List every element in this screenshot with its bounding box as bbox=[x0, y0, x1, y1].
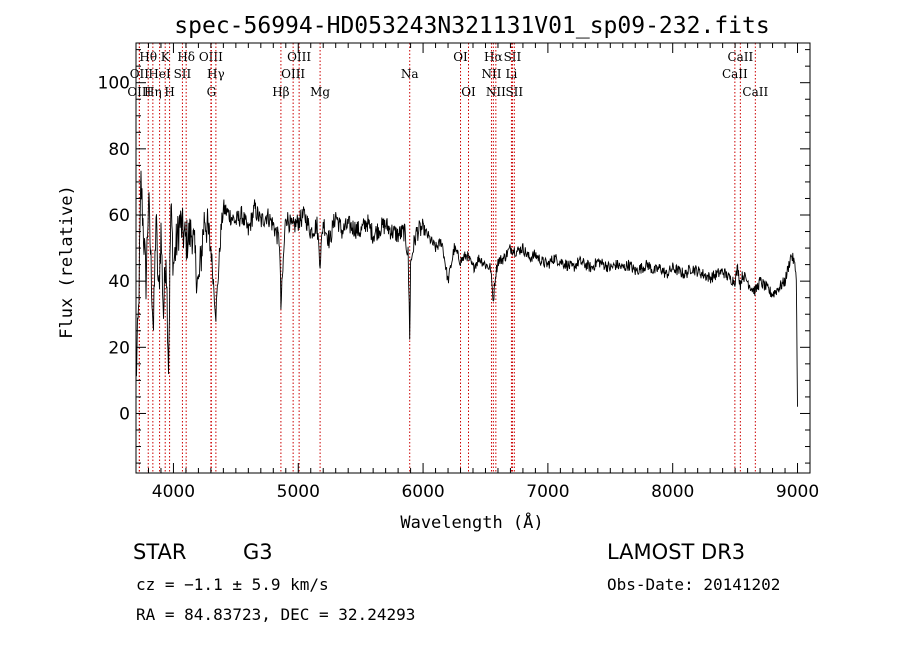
line-marker-label: SII bbox=[504, 50, 522, 64]
line-marker-label: H bbox=[164, 85, 174, 99]
y-tick-label: 40 bbox=[108, 272, 130, 292]
y-axis-label: Flux (relative) bbox=[57, 185, 77, 339]
line-marker-label: G bbox=[207, 85, 217, 99]
line-marker-label: CaII bbox=[722, 67, 748, 81]
x-tick-label: 5000 bbox=[277, 482, 320, 502]
line-marker-label: SII bbox=[174, 67, 192, 81]
line-marker-label: OIII bbox=[287, 50, 311, 64]
axis-ticks: 4000 5000 6000 7000 8000 9000 0 20 40 60 80 100 bbox=[98, 43, 819, 502]
y-tick-label: 0 bbox=[119, 404, 130, 424]
line-marker-label: OI bbox=[453, 50, 468, 64]
y-tick-label: 100 bbox=[98, 74, 130, 94]
x-axis-label: Wavelength (Å) bbox=[400, 511, 543, 533]
line-marker-label: Hβ bbox=[272, 85, 289, 99]
line-marker-label: HeI bbox=[148, 67, 171, 81]
line-marker-label: Li bbox=[506, 67, 518, 81]
x-tick-label: 6000 bbox=[401, 482, 444, 502]
line-marker-label: OII bbox=[130, 67, 150, 81]
line-marker-label: Hγ bbox=[207, 67, 225, 81]
line-marker-label: Hη bbox=[144, 85, 162, 99]
line-marker-label: Hα bbox=[484, 50, 503, 64]
line-marker-label: CaII bbox=[727, 50, 753, 64]
chart-title: spec-56994-HD053243N321131V01_sp09-232.f… bbox=[174, 13, 769, 39]
x-tick-label: 4000 bbox=[152, 482, 195, 502]
coordinates-radec: RA = 84.83723, DEC = 32.24293 bbox=[136, 605, 416, 624]
x-tick-label: 9000 bbox=[776, 482, 819, 502]
y-tick-label: 20 bbox=[108, 338, 130, 358]
redshift-cz: cz = −1.1 ± 5.9 km/s bbox=[136, 575, 329, 594]
line-marker-label: OIII bbox=[281, 67, 305, 81]
line-marker-label: Hθ bbox=[139, 50, 157, 64]
plot-frame bbox=[135, 42, 811, 474]
line-marker-label: NII bbox=[481, 67, 501, 81]
line-marker-label: Mg bbox=[310, 85, 330, 99]
observation-date: Obs-Date: 20141202 bbox=[607, 575, 781, 594]
x-tick-label: 8000 bbox=[651, 482, 694, 502]
line-marker-label: SII bbox=[505, 85, 523, 99]
x-tick-label: 7000 bbox=[526, 482, 569, 502]
line-markers: OIIOIIIHθHηHeIKHSIIHδOIIIHγGHβOIIIOIIIMg… bbox=[127, 43, 768, 473]
line-marker-label: NII bbox=[486, 85, 506, 99]
line-marker-label: CaII bbox=[742, 85, 768, 99]
object-type: STAR bbox=[133, 540, 187, 564]
spectrum-series bbox=[135, 170, 798, 407]
survey-name: LAMOST DR3 bbox=[607, 540, 746, 564]
y-tick-label: 60 bbox=[108, 206, 130, 226]
spectrum-line bbox=[135, 170, 798, 407]
line-marker-label: OI bbox=[461, 85, 476, 99]
spectral-subclass: G3 bbox=[243, 540, 273, 564]
line-marker-label: Na bbox=[401, 67, 419, 81]
line-marker-label: OIII bbox=[127, 85, 151, 99]
line-marker-label: Hδ bbox=[177, 50, 195, 64]
y-tick-label: 80 bbox=[108, 140, 130, 160]
line-marker-label: K bbox=[161, 50, 171, 64]
